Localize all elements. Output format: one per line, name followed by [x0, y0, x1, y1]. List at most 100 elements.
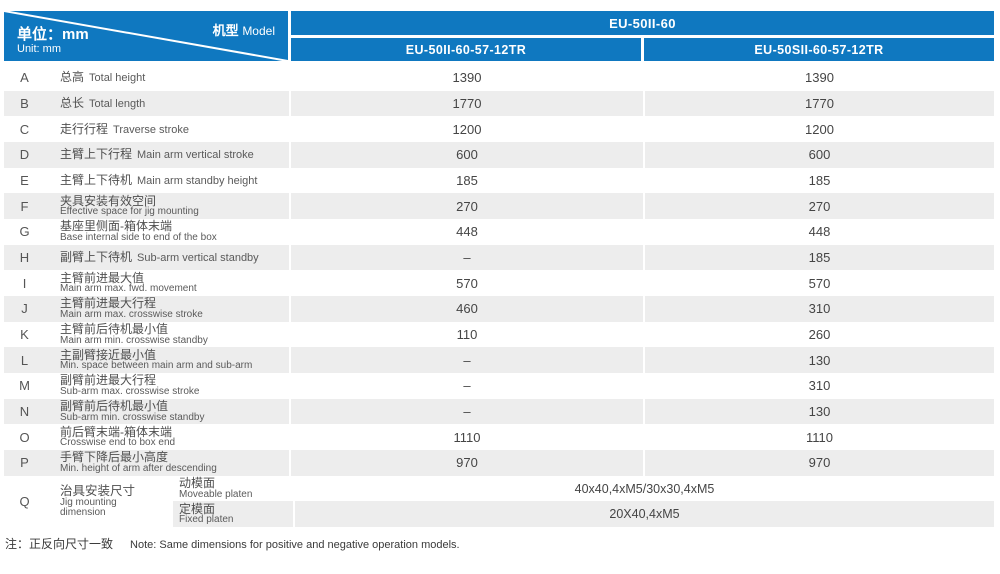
row-key: H: [4, 244, 45, 271]
row-label: 夹具安装有效空间 Effective space for jig mounting: [45, 193, 291, 220]
moveable-platen-value: 40x40,4xM5/30x30,4xM5: [295, 475, 994, 502]
row-value-col2: 310: [645, 373, 994, 399]
row-key: L: [4, 347, 45, 374]
row-label: 主臂上下行程 Main arm vertical stroke: [45, 142, 291, 168]
table-row: E 主臂上下待机 Main arm standby height 185 185: [4, 167, 994, 194]
row-label-zh: 主臂前进最大值: [60, 270, 145, 285]
row-label: 总高 Total height: [45, 65, 291, 91]
row-label-zh: 前后臂末端-箱体末端: [60, 424, 172, 439]
row-label-en: Min. space between main arm and sub-arm: [60, 360, 253, 372]
row-value-col2: 270: [645, 193, 994, 220]
row-label-en: Total length: [89, 98, 146, 110]
row-label-zh: 手臂下降后最小高度: [60, 450, 169, 465]
row-value-col1: –: [291, 373, 645, 399]
unit-label-zh: 单位：mm: [17, 26, 89, 43]
row-label: 基座里侧面-箱体末端 Base internal side to end of t…: [45, 219, 291, 245]
row-label-text: 副臂前进最大行程 Sub-arm max. crosswise stroke: [60, 374, 199, 397]
row-label: 主臂前进最大值 Main arm max. fwd. movement: [45, 270, 291, 297]
q-sub-labels: 动模面 Moveable platen 定模面 Fixed platen: [173, 475, 295, 528]
row-key: A: [4, 65, 45, 91]
row-key: O: [4, 424, 45, 451]
row-label-zh: 走行行程: [60, 121, 109, 136]
row-value-col2: 260: [645, 321, 994, 348]
model-label-zh: 机型: [212, 23, 239, 38]
row-label-en: Total height: [89, 72, 146, 85]
row-label-text: 主臂前进最大值 Main arm max. fwd. movement: [60, 272, 197, 295]
row-label-zh: 主臂前后待机最小值: [60, 322, 169, 337]
row-label-en: Crosswise end to box end: [60, 437, 176, 449]
table-row: A 总高 Total height 1390 1390: [4, 65, 994, 91]
table-row: N 副臂前后待机最小值 Sub-arm min. crosswise standb…: [4, 398, 994, 425]
row-key: M: [4, 373, 45, 399]
row-key: N: [4, 398, 45, 425]
row-label: 治具安装尺寸 Jig mounting dimension: [45, 475, 173, 528]
row-key: K: [4, 321, 45, 348]
table-row: J 主臂前进最大行程 Main arm max. crosswise stroke…: [4, 296, 994, 322]
row-label: 主副臂接近最小值 Min. space between main arm and …: [45, 347, 291, 374]
row-label: 副臂上下待机 Sub-arm vertical standby: [45, 244, 291, 271]
row-value-col2: 570: [645, 270, 994, 297]
series-header-cell: EU-50II-60: [291, 11, 994, 35]
row-value-col1: 270: [291, 193, 645, 220]
row-value-col2: 310: [645, 296, 994, 322]
row-value-col1: 1200: [291, 116, 645, 143]
table-row-q: Q 治具安装尺寸 Jig mounting dimension 动模面 Move…: [4, 475, 994, 528]
row-label-text: 主副臂接近最小值 Min. space between main arm and …: [60, 349, 252, 372]
row-value-col2: 1110: [645, 424, 994, 451]
row-label-zh: 主臂上下行程: [60, 147, 133, 162]
unit-label-en: Unit: mm: [17, 43, 61, 55]
row-value-col2: 185: [645, 167, 994, 194]
row-key: J: [4, 296, 45, 322]
footnote-en: Note: Same dimensions for positive and n…: [130, 539, 460, 552]
row-label-zh: 主臂上下待机: [60, 173, 133, 188]
row-value-col2: 130: [645, 347, 994, 374]
row-label-en: Traverse stroke: [113, 123, 190, 136]
row-key: I: [4, 270, 45, 297]
row-label-zh: 主副臂接近最小值: [60, 347, 157, 362]
row-label-text: 基座里侧面-箱体末端 Base internal side to end of t…: [60, 220, 217, 243]
q-values: 40x40,4xM5/30x30,4xM5 20X40,4xM5: [295, 475, 994, 528]
row-label-text: 副臂前后待机最小值 Sub-arm min. crosswise standby: [60, 400, 205, 423]
row-label-zh: 总长: [60, 96, 85, 110]
row-label: 主臂前后待机最小值 Main arm min. crosswise standby: [45, 321, 291, 348]
row-value-col1: –: [291, 244, 645, 271]
table-row: B 总长 Total length 1770 1770: [4, 90, 994, 117]
row-key: G: [4, 219, 45, 245]
sub-label-zh: 动模面: [179, 476, 216, 491]
row-label-en: Sub-arm min. crosswise standby: [60, 411, 205, 423]
row-value-col2: 185: [645, 244, 994, 271]
spec-table-body: A 总高 Total height 1390 1390 B 总长 Total len…: [4, 65, 994, 476]
row-label: 走行行程 Traverse stroke: [45, 116, 291, 143]
row-key: C: [4, 116, 45, 143]
diagonal-divider-line: [4, 11, 288, 61]
row-label: 主臂前进最大行程 Main arm max. crosswise stroke: [45, 296, 291, 322]
table-row: I 主臂前进最大值 Main arm max. fwd. movement 570…: [4, 270, 994, 297]
unit-model-header-cell: 机型 Model 单位：mm Unit: mm: [4, 11, 288, 61]
row-label-en: Jig mounting dimension: [60, 496, 117, 519]
row-label-text: 主臂前进最大行程 Main arm max. crosswise stroke: [60, 297, 203, 320]
row-label: 主臂上下待机 Main arm standby height: [45, 167, 291, 194]
row-label-text: 走行行程 Traverse stroke: [60, 122, 189, 137]
moveable-platen-label: 动模面 Moveable platen: [173, 475, 293, 502]
row-value-col1: 110: [291, 321, 645, 348]
row-key: D: [4, 142, 45, 168]
row-label-zh: 副臂前后待机最小值: [60, 399, 169, 414]
unit-label: 单位：mm Unit: mm: [17, 26, 89, 56]
footnote: 注：正反向尺寸一致 Note: Same dimensions for posi…: [5, 535, 994, 552]
row-label: 手臂下降后最小高度 Min. height of arm after descen…: [45, 450, 291, 476]
row-label-en: Main arm vertical stroke: [137, 149, 254, 162]
row-label-text: 夹具安装有效空间 Effective space for jig mounting: [60, 195, 199, 218]
row-label-zh: 副臂上下待机: [60, 250, 133, 265]
table-row: M 副臂前进最大行程 Sub-arm max. crosswise stroke …: [4, 373, 994, 399]
row-label-text: 总长 Total length: [60, 96, 145, 111]
row-label-en: Sub-arm vertical standby: [137, 252, 259, 265]
row-label-en: Main arm max. crosswise stroke: [60, 308, 203, 320]
row-value-col2: 600: [645, 142, 994, 168]
table-row: C 走行行程 Traverse stroke 1200 1200: [4, 116, 994, 143]
model-label-en: Model: [242, 24, 275, 38]
row-key: B: [4, 90, 45, 117]
sub-label-zh: 定模面: [179, 501, 216, 516]
row-value-col1: 1110: [291, 424, 645, 451]
row-label-zh: 夹具安装有效空间: [60, 193, 157, 208]
